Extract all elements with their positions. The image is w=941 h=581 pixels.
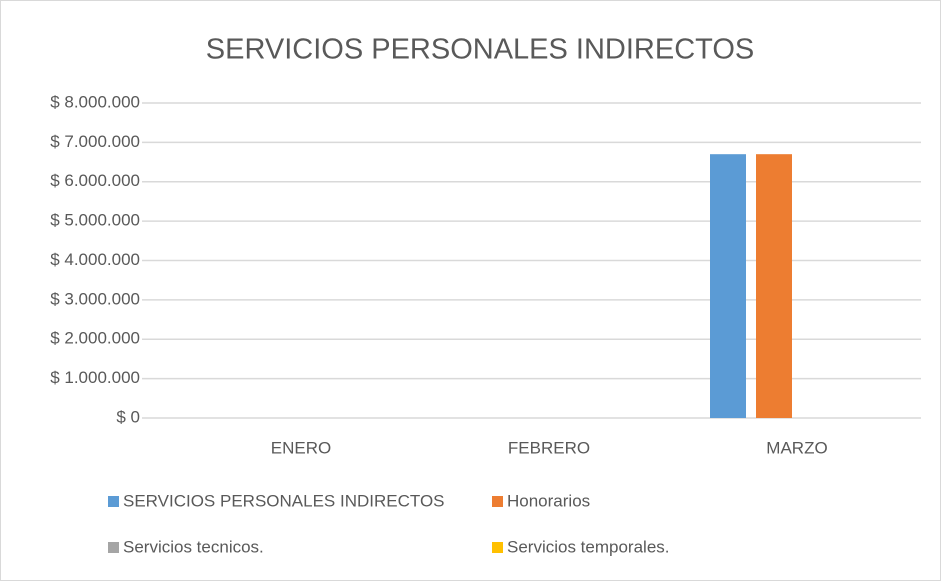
legend-swatch bbox=[108, 496, 119, 507]
legend-label: Servicios temporales. bbox=[507, 537, 670, 556]
y-tick-label: $ 7.000.000 bbox=[50, 132, 140, 151]
legend-label: SERVICIOS PERSONALES INDIRECTOS bbox=[123, 491, 445, 510]
x-tick-label: ENERO bbox=[271, 438, 331, 457]
legend-swatch bbox=[492, 496, 503, 507]
x-tick-label: MARZO bbox=[766, 438, 827, 457]
y-tick-label: $ 6.000.000 bbox=[50, 171, 140, 190]
y-tick-label: $ 0 bbox=[116, 407, 140, 426]
y-tick-label: $ 1.000.000 bbox=[50, 368, 140, 387]
legend-label: Honorarios bbox=[507, 491, 590, 510]
bar bbox=[756, 154, 792, 418]
legend-swatch bbox=[492, 542, 503, 553]
legend-label: Servicios tecnicos. bbox=[123, 537, 264, 556]
y-tick-label: $ 3.000.000 bbox=[50, 289, 140, 308]
y-tick-label: $ 8.000.000 bbox=[50, 92, 140, 111]
y-tick-label: $ 4.000.000 bbox=[50, 250, 140, 269]
chart-title: SERVICIOS PERSONALES INDIRECTOS bbox=[206, 34, 754, 66]
legend-swatch bbox=[108, 542, 119, 553]
y-tick-label: $ 5.000.000 bbox=[50, 211, 140, 230]
x-tick-label: FEBRERO bbox=[508, 438, 590, 457]
y-tick-label: $ 2.000.000 bbox=[50, 329, 140, 348]
bar bbox=[710, 154, 746, 418]
